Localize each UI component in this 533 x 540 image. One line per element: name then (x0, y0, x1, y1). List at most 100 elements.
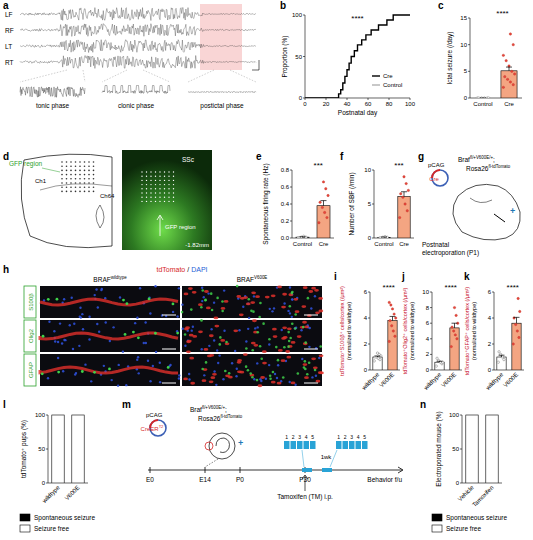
brain-layer (40, 184, 112, 190)
nucleus (72, 348, 74, 350)
marker-cell (47, 298, 50, 301)
marker-cell (308, 361, 311, 364)
electrode (66, 165, 68, 167)
tdtomato-cell (291, 341, 296, 344)
data-point (497, 361, 499, 363)
bar (72, 415, 84, 483)
gfp-label: GFP region (9, 160, 43, 168)
nucleus (64, 339, 66, 341)
figure: aLFRFLTRTtonic phaseclonic phaseposticta… (0, 0, 533, 540)
bar (52, 415, 64, 483)
panel-label: j (401, 271, 405, 282)
tdtomato-cell (251, 291, 256, 294)
tdtomato-cell (319, 372, 324, 375)
data-point (512, 343, 514, 345)
marker-cell (269, 377, 272, 380)
text-part: Rosa26 (466, 165, 489, 172)
electrode (79, 161, 81, 163)
tdtomato-cell (295, 310, 300, 313)
tdtomato-cell (204, 290, 209, 293)
nucleus (231, 362, 233, 364)
tdtomato-cell (214, 317, 219, 320)
tdtomato-cell (271, 381, 276, 384)
electrode (88, 191, 90, 193)
data-point (502, 86, 504, 88)
electrode (93, 191, 95, 193)
marker-cell (93, 371, 96, 374)
data-point (395, 317, 397, 319)
electrode (164, 192, 165, 193)
y-tick-label: 50 (452, 446, 459, 452)
tdtomato-cell (255, 295, 260, 298)
data-point (450, 345, 452, 347)
x-tick-label: Tamoxifen (471, 484, 495, 508)
nucleus (137, 356, 139, 358)
tdtomato-cell (262, 362, 267, 365)
nucleus (63, 298, 65, 300)
panel-label: i (334, 271, 337, 282)
nucleus (139, 287, 141, 289)
eeg-trace (20, 40, 256, 53)
tdtomato-cell (277, 285, 282, 288)
x-tick-label: V600E (378, 371, 395, 388)
tdtomato-cell (303, 286, 308, 289)
bar (497, 357, 506, 370)
tdtomato-cell (243, 353, 248, 356)
panel-label: a (3, 0, 9, 11)
electrode (84, 178, 86, 180)
marker-cell (228, 372, 231, 375)
y-tick (430, 354, 432, 355)
marker-cell (304, 360, 307, 363)
significance: **** (445, 283, 457, 292)
y-tick-label: 0.6 (281, 184, 290, 190)
x-tick-label: Cre (399, 241, 409, 247)
electrode (168, 184, 169, 185)
marker-cell (137, 336, 140, 339)
text-part: fl/+V600E/+ (470, 155, 493, 160)
electrode (88, 186, 90, 188)
x-tick-label: V600E (440, 371, 457, 388)
marker-cell (287, 331, 290, 334)
timepoint-label: E0 (146, 476, 154, 483)
y-tick-label: 50 (38, 446, 45, 452)
data-point (512, 43, 514, 45)
interval-label: 1wk (321, 454, 333, 460)
y-tick (492, 344, 494, 345)
nucleus (144, 321, 146, 323)
bar (378, 237, 390, 238)
marker-cell (251, 376, 254, 379)
electrode (79, 191, 81, 193)
tdtomato-cell (318, 297, 323, 300)
nucleus (253, 378, 255, 380)
panel-label: e (256, 151, 262, 162)
micrograph-bg (40, 354, 180, 386)
y-tick (368, 292, 370, 293)
data-point (400, 193, 402, 195)
electrode (75, 178, 77, 180)
marker-cell (256, 331, 259, 334)
marker-cell (148, 298, 151, 301)
y-tick (368, 344, 370, 345)
error-bar (321, 201, 327, 206)
scale-bar (304, 383, 318, 384)
nucleus (169, 364, 171, 366)
y-tick-label: 0 (42, 480, 46, 486)
marker-cell (294, 327, 297, 330)
text-part: fl-tdTomato (488, 164, 510, 169)
data-point (509, 33, 511, 35)
marker-cell (132, 331, 135, 334)
x-tick-label: Control (293, 241, 312, 247)
tdtomato-cell (189, 357, 194, 360)
data-point (512, 83, 514, 85)
legend-swatch (432, 514, 442, 521)
data-point (391, 308, 393, 310)
nucleus (203, 296, 205, 298)
electrode (70, 178, 72, 180)
scale-bar (162, 383, 176, 384)
bar (317, 206, 330, 238)
tdtomato-cell (186, 350, 191, 353)
text-part: T2 (159, 424, 164, 429)
y-tick (290, 204, 292, 205)
nucleus (178, 374, 180, 376)
electrode (75, 174, 77, 176)
